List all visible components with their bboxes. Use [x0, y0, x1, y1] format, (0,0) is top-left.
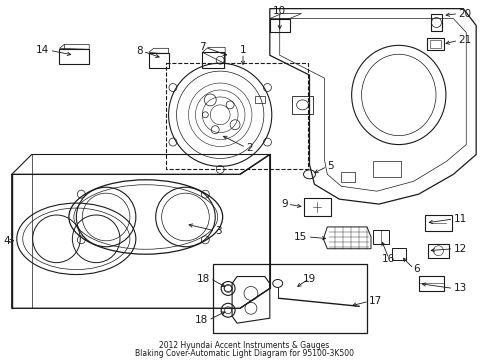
Text: 6: 6: [413, 264, 419, 274]
Text: 1: 1: [239, 45, 246, 55]
Text: 12: 12: [452, 244, 466, 254]
Text: 10: 10: [273, 6, 285, 15]
Text: 16: 16: [382, 254, 395, 264]
Text: 11: 11: [452, 214, 466, 224]
Text: 3: 3: [215, 226, 222, 236]
Text: 18: 18: [197, 274, 210, 284]
Text: 2: 2: [245, 143, 252, 153]
Text: 17: 17: [368, 296, 382, 306]
Text: 13: 13: [452, 283, 466, 293]
Text: 9: 9: [281, 199, 287, 209]
Text: Blaking Cover-Automatic Light Diagram for 95100-3K500: Blaking Cover-Automatic Light Diagram fo…: [135, 350, 353, 359]
Text: 5: 5: [326, 161, 333, 171]
Text: 7: 7: [198, 42, 205, 52]
Text: 15: 15: [294, 232, 307, 242]
Text: 20: 20: [457, 9, 470, 19]
Text: 2012 Hyundai Accent Instruments & Gauges: 2012 Hyundai Accent Instruments & Gauges: [159, 342, 329, 351]
Text: 18: 18: [195, 315, 208, 325]
Text: 19: 19: [302, 274, 315, 284]
Text: 21: 21: [457, 35, 470, 45]
Text: 4: 4: [3, 236, 10, 246]
Text: 14: 14: [36, 45, 49, 55]
Text: 8: 8: [136, 46, 142, 56]
